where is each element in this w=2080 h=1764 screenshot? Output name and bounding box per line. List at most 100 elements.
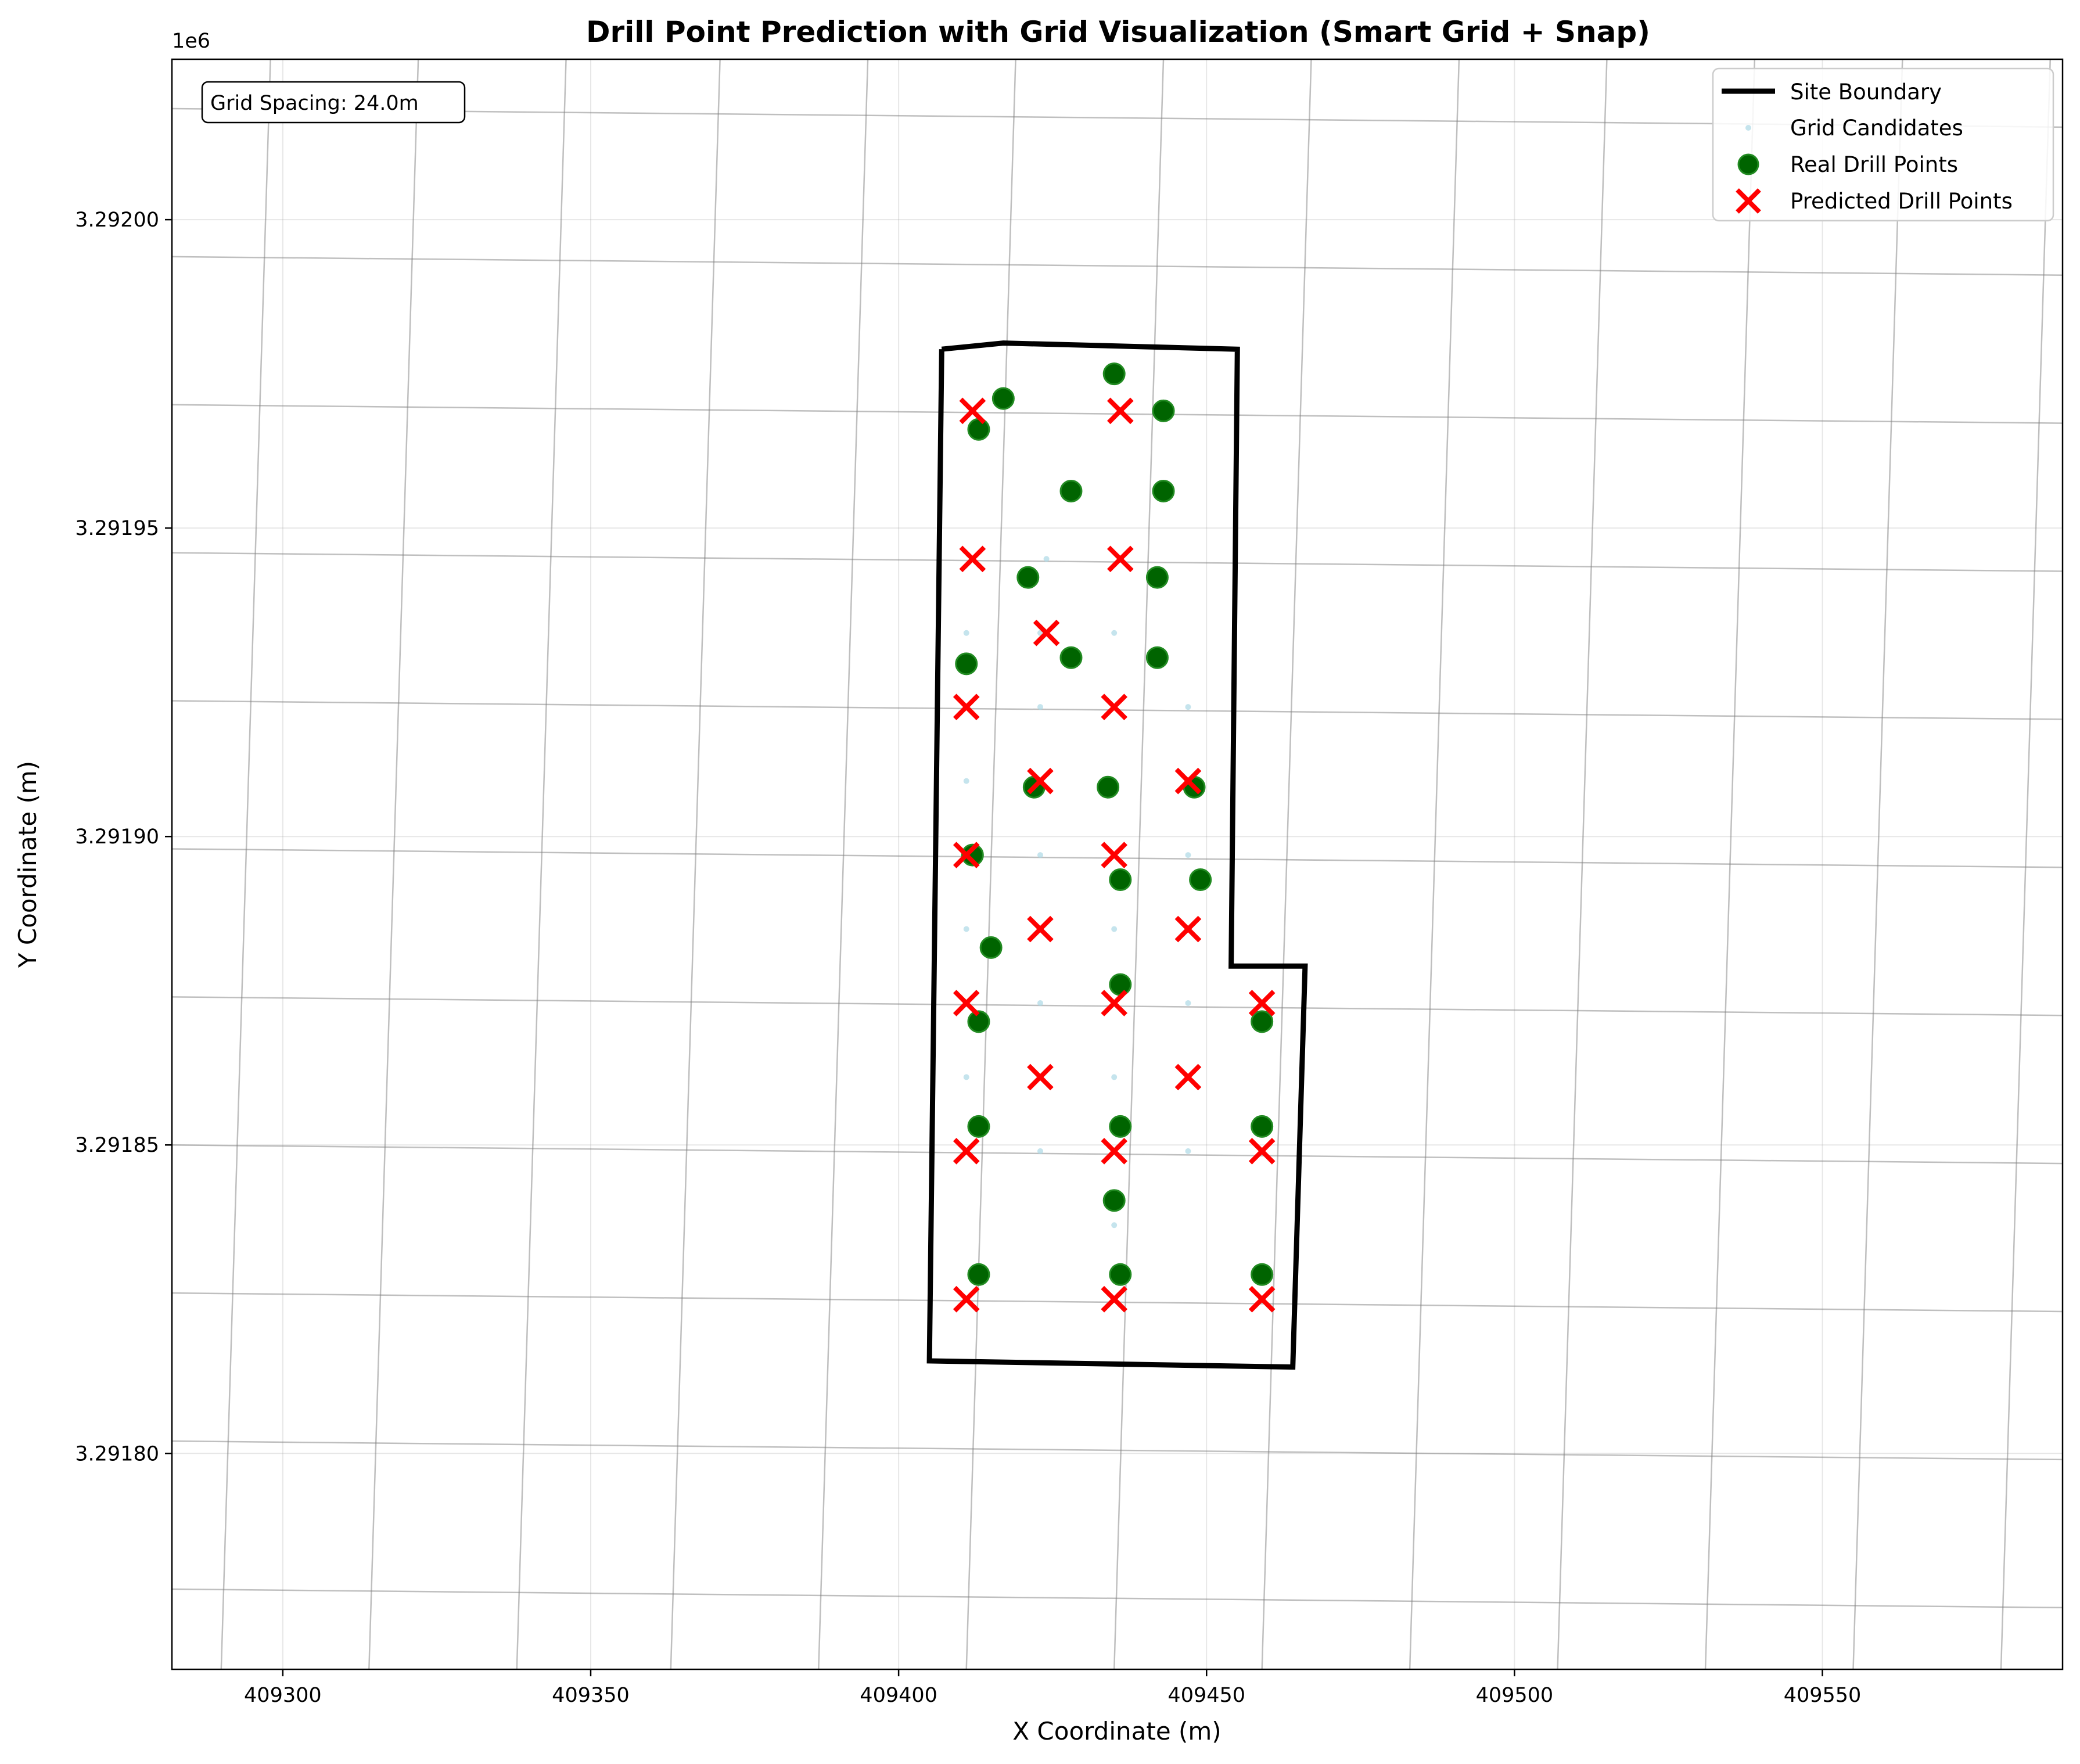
grid-candidate-point	[1043, 556, 1050, 562]
real-drill-point	[1145, 646, 1169, 669]
legend-predicted-swatch	[1736, 188, 1761, 214]
drill-grid-line-vertical	[2000, 59, 2052, 1669]
predicted-drill-point	[1027, 767, 1054, 795]
legend: Site Boundary Grid Candidates Real Drill…	[1712, 67, 2054, 222]
predicted-drill-point	[1248, 1285, 1276, 1313]
predicted-drill-point	[1027, 915, 1054, 943]
grid-candidate-point	[1111, 1222, 1118, 1228]
predicted-drill-point	[1107, 397, 1134, 425]
grid-candidate-point	[1111, 630, 1118, 636]
predicted-drill-point	[1174, 767, 1202, 795]
real-drill-point	[1109, 1263, 1132, 1286]
x-tick-label: 409300	[244, 1684, 322, 1707]
predicted-drill-point	[1101, 1285, 1128, 1313]
real-drill-point	[967, 418, 990, 441]
legend-candidates-swatch	[1745, 125, 1751, 131]
real-drill-point	[991, 387, 1015, 410]
y-axis-label: Y Coordinate (m)	[13, 761, 42, 968]
real-drill-point	[1109, 1115, 1132, 1138]
predicted-drill-point	[1033, 619, 1060, 646]
y-tick-label: 3.29185	[75, 1134, 159, 1157]
grid-candidate-point	[1111, 1074, 1118, 1080]
real-drill-point	[967, 1263, 990, 1286]
real-drill-point	[1102, 362, 1126, 386]
predicted-drill-point	[1174, 1064, 1202, 1091]
predicted-drill-point	[953, 694, 980, 721]
x-tick-label: 409350	[552, 1684, 630, 1707]
grid-candidate-point	[963, 778, 969, 784]
real-drill-point	[1145, 566, 1169, 589]
real-drill-point	[1251, 1263, 1274, 1286]
plot-frame	[171, 58, 2064, 1670]
predicted-drill-points-layer	[953, 397, 1276, 1313]
grid-candidate-point	[963, 1074, 969, 1080]
predicted-drill-point	[1248, 1138, 1276, 1165]
drill-grid-line-horizontal	[172, 256, 2063, 276]
real-drill-point	[1189, 868, 1212, 892]
legend-predicted-label: Predicted Drill Points	[1790, 189, 2013, 214]
real-drill-point	[1251, 1115, 1274, 1138]
predicted-drill-point	[953, 990, 980, 1016]
real-drill-point	[1152, 399, 1175, 422]
real-drill-point	[1109, 973, 1132, 996]
predicted-drill-point	[953, 1285, 980, 1313]
predicted-drill-point	[1027, 1064, 1054, 1091]
grid-candidate-point	[1185, 852, 1191, 858]
predicted-drill-point	[959, 397, 986, 425]
real-drill-point	[1102, 1189, 1126, 1212]
drill-grid-line-vertical	[670, 59, 721, 1669]
y-offset-label: 1e6	[172, 30, 210, 53]
real-drill-point	[955, 652, 978, 676]
predicted-drill-point	[1101, 842, 1128, 868]
y-tick-label: 3.29180	[75, 1442, 159, 1465]
drill-grid-line-vertical	[965, 59, 1016, 1669]
grid-spacing-annotation: Grid Spacing: 24.0m	[201, 81, 466, 124]
grid-candidate-point	[1185, 704, 1191, 710]
legend-real-swatch	[1737, 153, 1759, 175]
predicted-drill-point	[1101, 694, 1128, 721]
x-tick-label: 409400	[860, 1684, 937, 1707]
grid-candidate-point	[963, 926, 969, 932]
drill-grid-line-horizontal	[172, 1440, 2063, 1461]
drill-grid-line-vertical	[818, 59, 869, 1669]
x-tick-label: 409500	[1476, 1684, 1554, 1707]
y-tick-label: 3.29190	[75, 825, 159, 849]
drill-grid-line-vertical	[1113, 59, 1165, 1669]
real-drill-point	[1152, 479, 1175, 502]
real-drill-point	[967, 1010, 990, 1033]
grid-candidate-point	[1111, 926, 1118, 932]
real-drill-point	[1059, 646, 1083, 669]
annotation-text: Grid Spacing: 24.0m	[210, 92, 419, 115]
y-tick-label: 3.29200	[75, 209, 159, 232]
x-axis-label: X Coordinate (m)	[1012, 1717, 1221, 1745]
grid-candidate-point	[1185, 1148, 1191, 1154]
real-drill-point	[1059, 479, 1083, 502]
predicted-drill-point	[1174, 915, 1202, 943]
legend-real-label: Real Drill Points	[1790, 152, 1958, 177]
y-tick-label: 3.29195	[75, 517, 159, 540]
predicted-drill-point	[1101, 990, 1128, 1016]
grid-candidate-point	[1037, 1000, 1043, 1006]
drill-grid-line-horizontal	[172, 1588, 2063, 1609]
drill-grid-line-vertical	[1852, 59, 1903, 1669]
drill-grid-line-vertical	[516, 59, 567, 1669]
x-tick-label: 409550	[1784, 1684, 1862, 1707]
real-drill-point	[1109, 868, 1132, 892]
drill-grid-line-vertical	[1409, 59, 1460, 1669]
predicted-drill-point	[953, 1138, 980, 1165]
legend-candidates-label: Grid Candidates	[1790, 116, 1963, 141]
grid-candidate-point	[1037, 1148, 1043, 1154]
annotation-box	[201, 81, 466, 124]
grid-candidate-point	[963, 630, 969, 636]
grid-candidate-point	[1037, 852, 1043, 858]
predicted-drill-point	[1248, 990, 1276, 1016]
site-boundary	[926, 340, 1308, 1370]
predicted-drill-point	[1101, 1138, 1128, 1165]
chart-title: Drill Point Prediction with Grid Visuali…	[586, 15, 1650, 49]
site-boundary-layer	[926, 340, 1308, 1370]
real-drill-point	[1097, 775, 1120, 799]
real-drill-point	[961, 843, 984, 867]
grid-candidate-point	[1185, 1000, 1191, 1006]
